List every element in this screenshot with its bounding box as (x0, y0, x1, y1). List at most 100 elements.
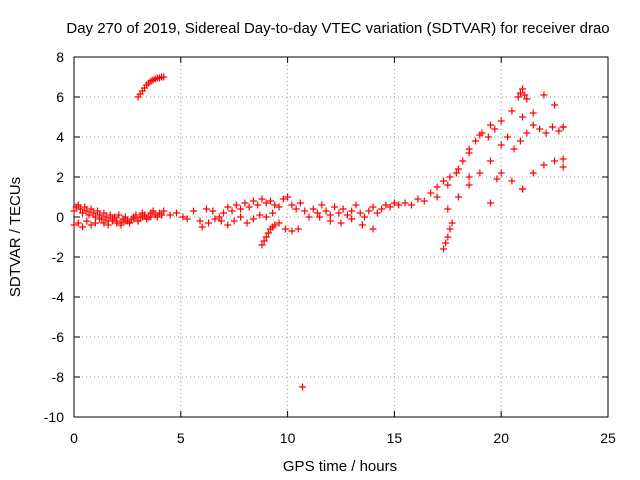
data-point (559, 163, 567, 171)
data-point (326, 211, 334, 219)
data-point (309, 205, 317, 213)
data-point (540, 161, 548, 169)
data-point (523, 129, 531, 137)
x-tick-label: 15 (387, 430, 403, 446)
data-point (339, 205, 347, 213)
data-point (237, 205, 245, 213)
data-point (472, 137, 480, 145)
data-point (559, 155, 567, 163)
data-point (198, 223, 206, 231)
data-point (76, 205, 84, 213)
data-point (519, 85, 527, 93)
data-point (551, 157, 559, 165)
data-point (267, 197, 275, 205)
y-tick-label: -2 (52, 249, 65, 265)
data-point (106, 211, 114, 219)
data-point (284, 193, 292, 201)
data-point (299, 383, 307, 391)
data-point (211, 215, 219, 223)
points-layer (70, 73, 567, 391)
data-point (504, 133, 512, 141)
data-point (348, 215, 356, 223)
x-tick-label: 20 (493, 430, 509, 446)
data-point (448, 219, 456, 227)
data-point (87, 205, 95, 213)
data-point (228, 207, 236, 215)
y-tick-label: -10 (44, 409, 64, 425)
data-point (281, 225, 289, 233)
data-point (529, 109, 537, 117)
data-point (446, 225, 454, 233)
data-point (153, 213, 161, 221)
data-point (356, 209, 364, 217)
data-point (224, 203, 232, 211)
y-tick-label: -6 (52, 329, 65, 345)
data-point (85, 211, 93, 219)
data-point (126, 219, 134, 227)
data-point (401, 199, 409, 207)
data-point (81, 203, 89, 211)
data-point (493, 175, 501, 183)
data-point (83, 207, 91, 215)
data-point (83, 217, 91, 225)
data-point (414, 195, 422, 203)
data-point (318, 201, 326, 209)
data-point (348, 207, 356, 215)
data-point (183, 215, 191, 223)
data-point (196, 217, 204, 225)
data-point (249, 215, 257, 223)
data-point (158, 211, 166, 219)
data-point (459, 157, 467, 165)
data-point (382, 201, 390, 209)
data-point (91, 219, 99, 227)
data-point (373, 209, 381, 217)
plot-frame (73, 56, 609, 418)
data-point (440, 245, 448, 253)
data-point (108, 217, 116, 225)
data-point (390, 199, 398, 207)
data-point (386, 203, 394, 211)
data-point (100, 209, 108, 217)
data-point (427, 189, 435, 197)
data-point (134, 217, 142, 225)
data-point (113, 219, 121, 227)
data-point (149, 207, 157, 215)
data-point (245, 203, 253, 211)
data-point (254, 201, 262, 209)
data-point (378, 205, 386, 213)
data-point (96, 215, 104, 223)
y-tick-label: 6 (56, 89, 64, 105)
data-point (100, 219, 108, 227)
data-point (288, 201, 296, 209)
grid-layer (74, 57, 608, 417)
y-tick-label: 2 (56, 169, 64, 185)
data-point (79, 209, 87, 217)
data-point (555, 127, 563, 135)
data-point (74, 219, 82, 227)
data-point (232, 201, 240, 209)
data-point (115, 211, 123, 219)
data-point (179, 213, 187, 221)
data-point (465, 149, 473, 157)
data-point (166, 211, 174, 219)
data-point (160, 207, 168, 215)
data-point (132, 211, 140, 219)
data-point (536, 125, 544, 133)
data-point (360, 213, 368, 221)
data-point (365, 207, 373, 215)
data-point (275, 203, 283, 211)
y-tick-label: -8 (52, 369, 65, 385)
data-point (79, 223, 87, 231)
data-point (529, 169, 537, 177)
data-point (548, 123, 556, 131)
data-point (89, 209, 97, 217)
tick-layer: 0 5 10 15 20 25 -10 -8 -6 -4 -2 0 2 4 6 8 (44, 49, 616, 446)
data-point (190, 207, 198, 215)
data-point (516, 89, 524, 97)
data-point (433, 193, 441, 201)
data-point (352, 201, 360, 209)
data-point (256, 211, 264, 219)
data-point (322, 207, 330, 215)
data-point (508, 177, 516, 185)
data-point (444, 233, 452, 241)
